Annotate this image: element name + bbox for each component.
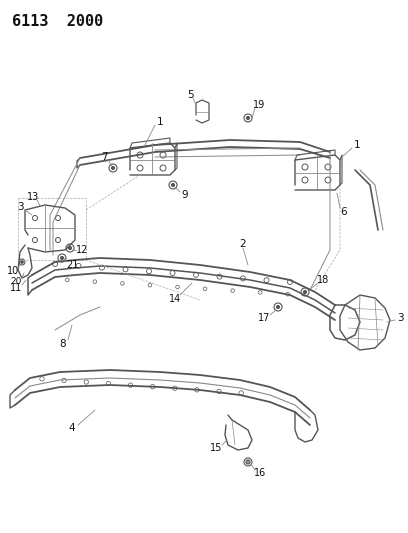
Text: 18: 18 (317, 275, 329, 285)
Circle shape (277, 305, 279, 309)
Text: 17: 17 (258, 313, 270, 323)
Text: 21: 21 (66, 260, 78, 270)
Text: 6: 6 (341, 207, 347, 217)
Circle shape (111, 166, 115, 169)
Text: 3: 3 (397, 313, 404, 323)
Circle shape (69, 246, 71, 249)
Text: 1: 1 (157, 117, 163, 127)
Circle shape (304, 290, 306, 294)
Text: 2: 2 (239, 239, 246, 249)
Text: 15: 15 (210, 443, 222, 453)
Text: 6113  2000: 6113 2000 (12, 14, 103, 29)
Text: 19: 19 (253, 100, 265, 110)
Text: 7: 7 (101, 152, 107, 162)
Text: 5: 5 (187, 90, 193, 100)
Circle shape (21, 261, 23, 263)
Text: 3: 3 (17, 202, 23, 212)
Text: 11: 11 (10, 283, 22, 293)
Text: 16: 16 (254, 468, 266, 478)
Text: 9: 9 (182, 190, 188, 200)
Circle shape (246, 117, 250, 119)
Text: 13: 13 (27, 192, 39, 202)
Circle shape (246, 460, 250, 464)
Text: 14: 14 (169, 294, 181, 304)
Text: 8: 8 (60, 339, 67, 349)
Circle shape (171, 183, 175, 187)
Text: 12: 12 (76, 245, 88, 255)
Text: 10: 10 (7, 266, 19, 276)
Text: 1: 1 (354, 140, 360, 150)
Circle shape (60, 256, 64, 260)
Text: 20: 20 (10, 277, 22, 286)
Text: 4: 4 (69, 423, 75, 433)
